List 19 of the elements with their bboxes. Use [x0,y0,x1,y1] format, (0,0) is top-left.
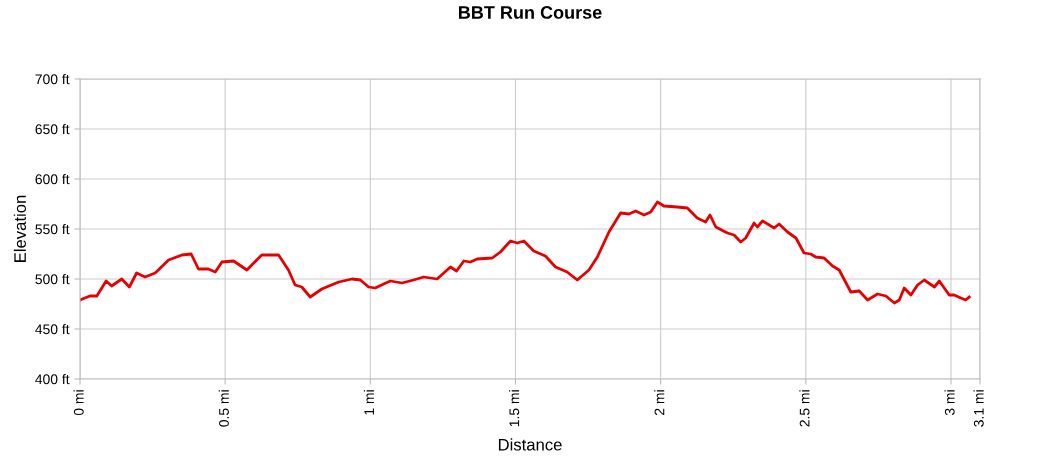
y-axis-title: Elevation [13,195,26,262]
line-series [80,200,971,305]
x-tick-label: 0.5 mi [218,390,229,427]
x-tick-label: 3.1 mi [973,390,984,427]
x-tick-label: 0 mi [73,390,84,416]
y-tick-label: 600 ft [35,173,70,185]
y-tick-label: 400 ft [35,373,70,385]
x-axis-title: Distance [498,438,562,451]
x-tick-label: 2.5 mi [799,390,810,427]
y-tick-label: 500 ft [35,273,70,285]
y-tick-label: 700 ft [35,73,70,85]
chart-title: BBT Run Course [458,6,602,19]
y-tick-label: 650 ft [35,123,70,135]
x-tick-label: 3 mi [944,390,955,416]
x-tick-label: 1 mi [363,390,374,415]
x-tick-label: 2 mi [654,390,665,415]
x-tick-label: 1.5 mi [509,390,520,427]
y-tick-label: 450 ft [35,323,70,335]
y-tick-label: 550 ft [35,223,70,235]
